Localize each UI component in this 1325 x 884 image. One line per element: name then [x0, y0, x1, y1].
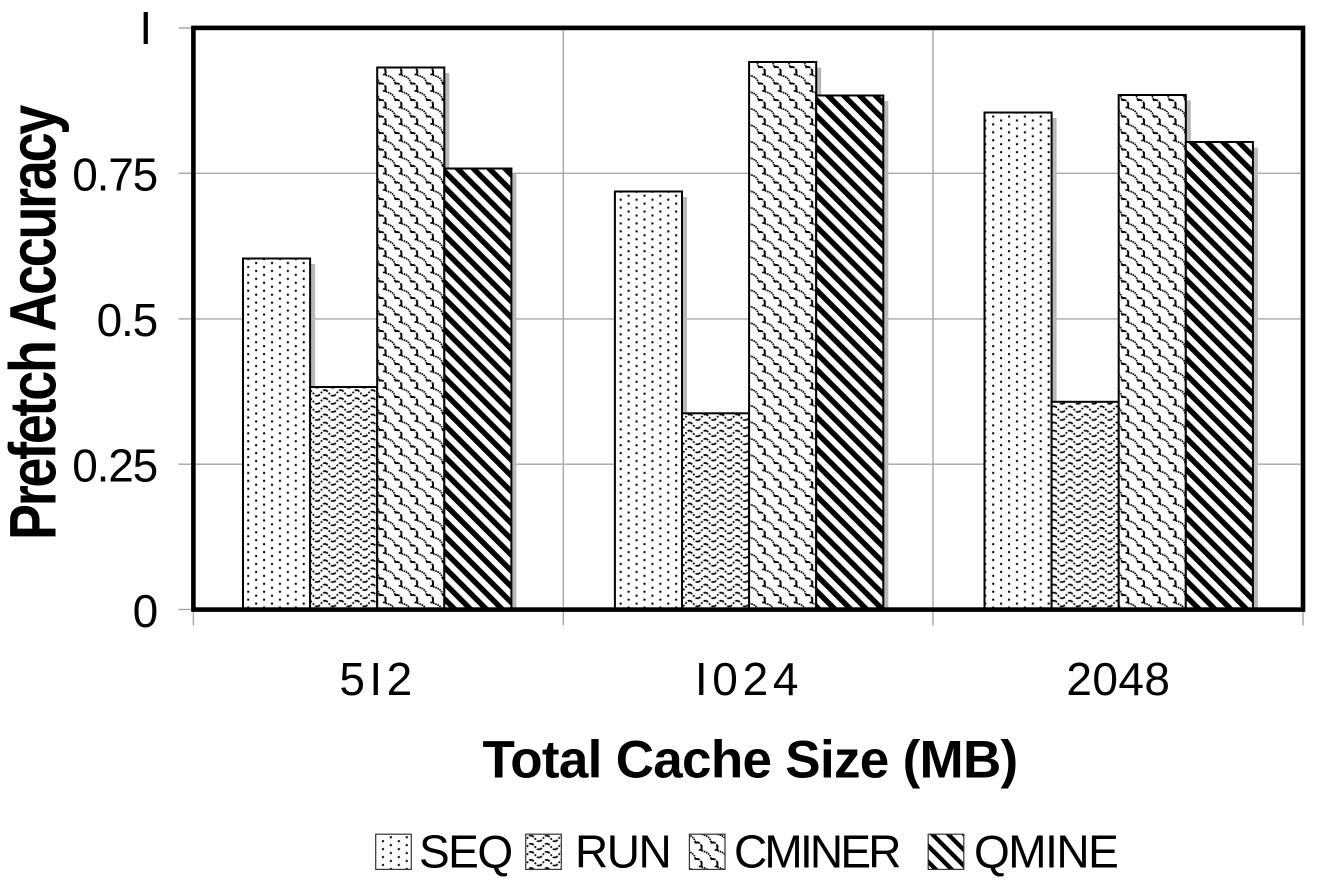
svg-text:5I2: 5I2 — [339, 653, 416, 705]
svg-text:Total Cache Size (MB): Total Cache Size (MB) — [483, 731, 1018, 790]
svg-text:0.25: 0.25 — [72, 440, 157, 492]
svg-text:Prefetch Accuracy: Prefetch Accuracy — [0, 104, 70, 540]
svg-text:0.5: 0.5 — [97, 294, 157, 346]
svg-text:RUN: RUN — [575, 826, 670, 878]
svg-text:CMINER: CMINER — [734, 826, 900, 878]
svg-text:SEQ: SEQ — [419, 826, 512, 878]
svg-text:QMINE: QMINE — [974, 826, 1117, 878]
svg-text:I: I — [139, 2, 151, 54]
svg-text:0: 0 — [133, 585, 157, 637]
svg-text:I024: I024 — [695, 653, 803, 705]
svg-text:2048: 2048 — [1066, 653, 1170, 705]
svg-text:0.75: 0.75 — [72, 149, 157, 201]
